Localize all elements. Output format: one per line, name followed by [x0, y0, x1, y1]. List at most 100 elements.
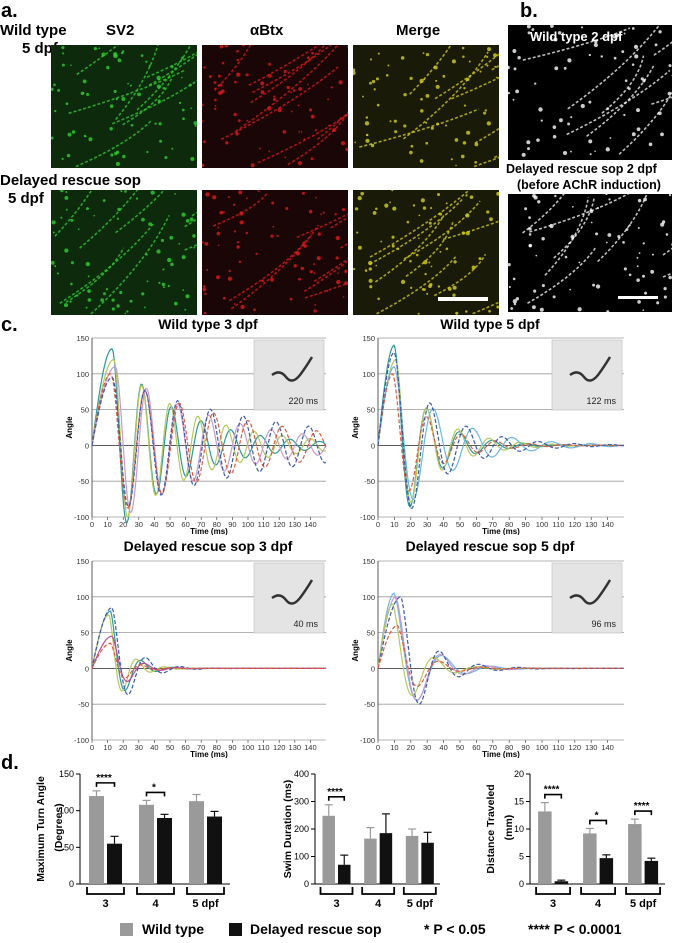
synapse-puncta	[85, 207, 89, 211]
nerve-fiber	[184, 243, 197, 251]
group-bracket	[402, 887, 437, 895]
synapse-puncta	[156, 84, 161, 89]
synapse-puncta	[51, 136, 54, 140]
x-tick-label: 110	[258, 520, 270, 529]
x-tick-label: 10	[103, 520, 111, 529]
synapse-puncta	[384, 203, 389, 208]
synapse-puncta	[368, 278, 373, 283]
group-bracket	[319, 887, 354, 895]
x-tick-label: 40	[439, 520, 447, 529]
synapse-puncta	[594, 40, 598, 44]
synapse-puncta	[445, 202, 448, 205]
synapse-puncta	[222, 211, 225, 214]
synapse-puncta	[70, 218, 74, 222]
x-tick-label: 60	[181, 743, 189, 752]
nerve-fiber	[597, 194, 648, 263]
nerve-fiber	[230, 224, 320, 310]
row-label-delayed-line1: Delayed rescue sop	[0, 172, 141, 189]
synapse-puncta	[489, 217, 493, 222]
synapse-puncta	[338, 80, 343, 85]
x-tick-label: 60	[181, 520, 189, 529]
nerve-fiber	[662, 247, 672, 256]
nerve-fiber	[287, 111, 348, 166]
y-tick-label: 50	[367, 406, 375, 415]
synapse-puncta	[277, 107, 282, 113]
synapse-puncta	[246, 197, 248, 200]
synapse-puncta	[111, 307, 115, 311]
synapse-puncta	[387, 64, 390, 67]
trace-title-wt5: Wild type 5 dpf	[440, 316, 540, 332]
synapse-puncta	[144, 306, 146, 309]
synapse-puncta	[439, 250, 442, 253]
synapse-puncta	[65, 208, 68, 211]
micrograph-background	[353, 45, 499, 168]
synapse-puncta	[204, 292, 207, 296]
synapse-puncta	[332, 127, 337, 132]
synapse-puncta	[631, 132, 636, 137]
synapse-puncta	[606, 310, 610, 312]
synapse-puncta	[70, 282, 73, 286]
trace-series	[377, 365, 625, 501]
significance-stars: ****	[634, 801, 650, 812]
synapse-puncta	[117, 207, 121, 212]
synapse-puncta	[102, 199, 106, 202]
synapse-puncta	[328, 124, 330, 127]
synapse-puncta	[433, 65, 438, 70]
synapse-puncta	[442, 74, 446, 78]
synapse-puncta	[228, 269, 231, 273]
synapse-puncta	[494, 65, 497, 68]
synapse-puncta	[124, 190, 127, 193]
synapse-puncta	[366, 133, 369, 137]
synapse-puncta	[240, 304, 245, 310]
synapse-puncta	[418, 214, 421, 217]
synapse-puncta	[572, 206, 574, 208]
category-label: 5 dpf	[192, 898, 219, 910]
synapse-puncta	[217, 244, 220, 247]
synapse-puncta	[428, 284, 432, 289]
synapse-puncta	[342, 296, 345, 298]
synapse-puncta	[357, 245, 362, 250]
synapse-puncta	[69, 300, 72, 303]
x-tick-label: 50	[456, 520, 464, 529]
synapse-puncta	[421, 288, 425, 291]
trace-series	[91, 635, 326, 683]
synapse-puncta	[174, 193, 176, 195]
synapse-puncta	[225, 141, 229, 145]
synapse-puncta	[368, 260, 373, 266]
synapse-puncta	[362, 95, 364, 98]
synapse-puncta	[622, 241, 625, 244]
synapse-puncta	[202, 103, 204, 107]
synapse-puncta	[369, 58, 373, 61]
synapse-puncta	[253, 308, 256, 312]
synapse-puncta	[300, 131, 303, 133]
nerve-fiber	[567, 25, 661, 110]
synapse-puncta	[409, 259, 412, 263]
synapse-puncta	[119, 290, 123, 295]
category-label: 5 dpf	[630, 898, 657, 910]
synapse-puncta	[148, 222, 153, 227]
synapse-puncta	[389, 201, 391, 204]
nerve-fiber	[136, 45, 192, 111]
significance-stars: *	[595, 810, 599, 821]
synapse-puncta	[217, 84, 220, 87]
synapse-puncta	[623, 267, 627, 271]
x-tick-label: 140	[304, 743, 317, 752]
synapse-puncta	[357, 196, 362, 201]
nerve-fiber	[402, 51, 489, 140]
x-tick-label: 140	[304, 520, 317, 529]
synapse-puncta	[515, 89, 520, 94]
synapse-puncta	[237, 119, 241, 123]
synapse-puncta	[120, 190, 123, 193]
nerve-fiber	[586, 64, 655, 137]
trace-series	[91, 642, 326, 679]
synapse-puncta	[608, 198, 611, 201]
y-tick-label: -50	[364, 477, 375, 486]
synapse-puncta	[420, 97, 423, 101]
synapse-puncta	[111, 298, 115, 302]
synapse-puncta	[335, 256, 339, 260]
synapse-puncta	[418, 237, 420, 240]
synapse-puncta	[283, 69, 287, 74]
synapse-puncta	[65, 190, 68, 194]
synapse-puncta	[311, 51, 314, 55]
synapse-puncta	[589, 153, 592, 156]
